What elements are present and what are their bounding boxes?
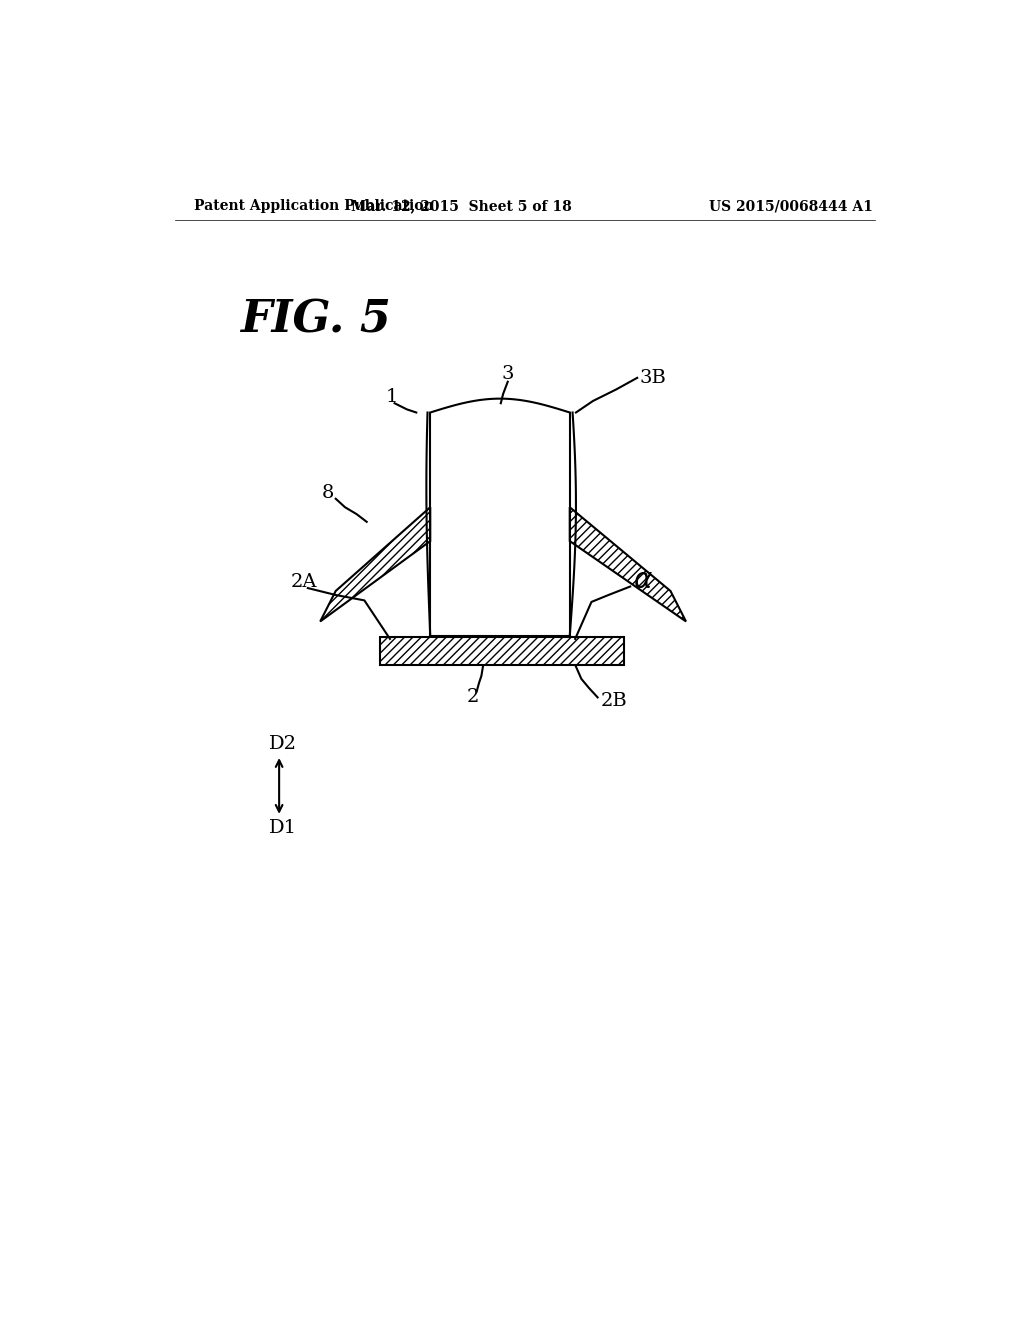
Text: Patent Application Publication: Patent Application Publication [194, 199, 433, 213]
Polygon shape [321, 507, 430, 622]
Text: 2A: 2A [291, 573, 317, 591]
Text: Mar. 12, 2015  Sheet 5 of 18: Mar. 12, 2015 Sheet 5 of 18 [351, 199, 571, 213]
Polygon shape [569, 507, 686, 622]
Text: 2: 2 [467, 689, 479, 706]
Text: 1: 1 [385, 388, 397, 407]
Text: D1: D1 [269, 820, 297, 837]
Text: $\alpha$: $\alpha$ [633, 566, 653, 594]
Text: US 2015/0068444 A1: US 2015/0068444 A1 [710, 199, 873, 213]
Text: 2B: 2B [601, 692, 628, 710]
Text: 3: 3 [502, 366, 514, 383]
Text: FIG. 5: FIG. 5 [241, 298, 391, 342]
Polygon shape [380, 638, 624, 665]
Text: D2: D2 [269, 735, 297, 752]
Text: 8: 8 [322, 484, 334, 503]
Text: 3B: 3B [640, 368, 667, 387]
Polygon shape [430, 412, 569, 636]
